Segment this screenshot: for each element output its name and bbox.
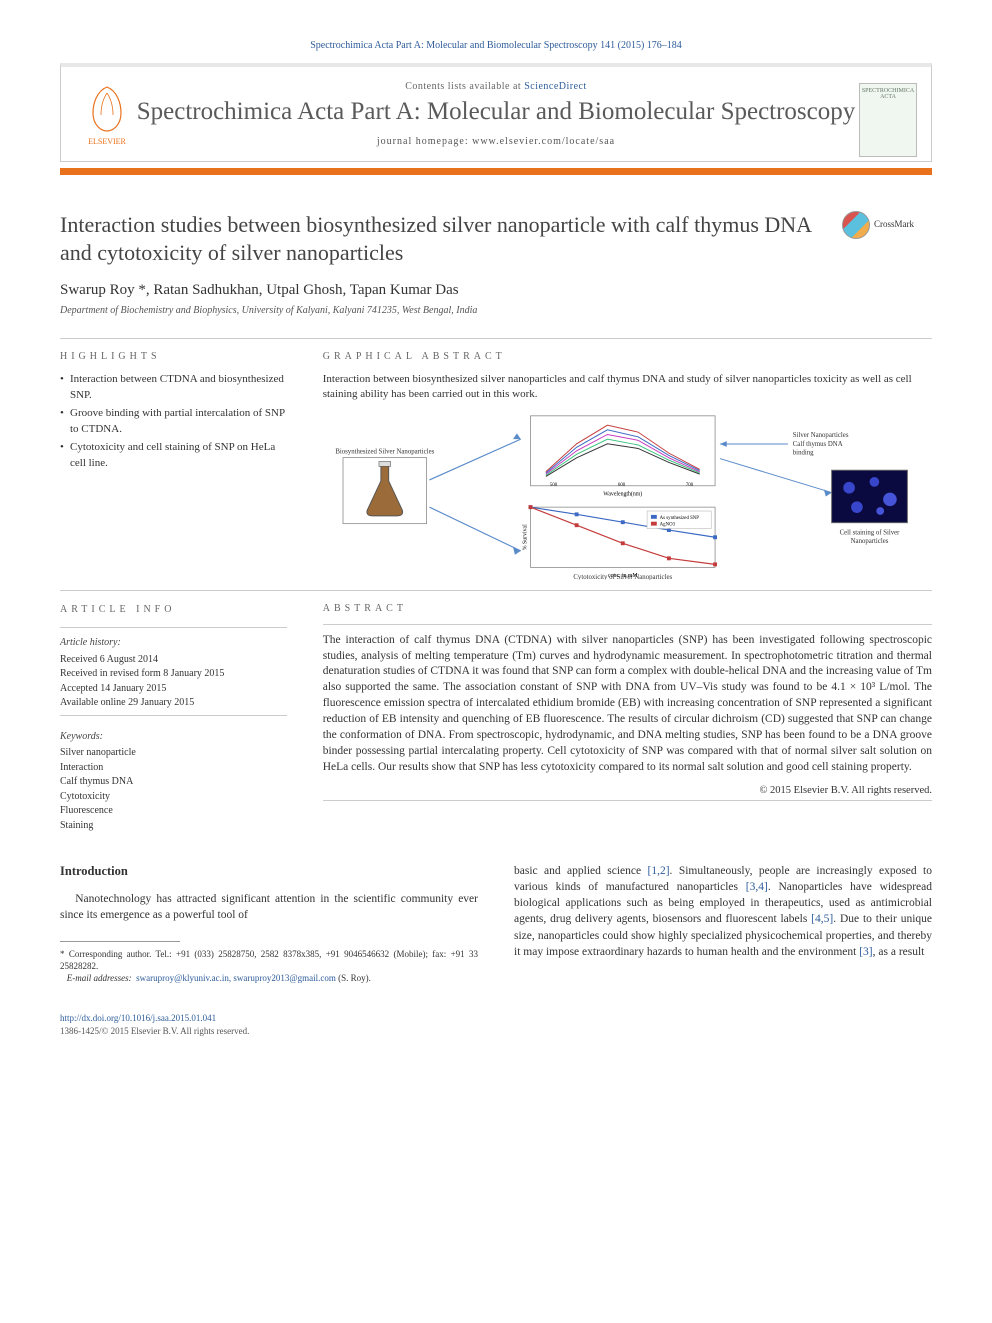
journal-homepage: journal homepage: www.elsevier.com/locat… (79, 136, 913, 147)
intro-heading: Introduction (60, 863, 478, 881)
svg-text:Cytotoxicity of Silver Nanopar: Cytotoxicity of Silver Nanoparticles (573, 574, 672, 580)
svg-text:Cell staining of Silver: Cell staining of Silver (839, 529, 900, 536)
article-info-heading: ARTICLE INFO (60, 603, 287, 618)
intro-paragraph: Nanotechnology has attracted significant… (60, 891, 478, 923)
mini-separator (323, 800, 932, 801)
ga-heading: GRAPHICAL ABSTRACT (323, 351, 932, 362)
doi-link[interactable]: http://dx.doi.org/10.1016/j.saa.2015.01.… (60, 1013, 216, 1023)
article-info-block: ARTICLE INFO Article history: Received 6… (60, 603, 287, 834)
issn-copyright: 1386-1425/© 2015 Elsevier B.V. All right… (60, 1026, 249, 1036)
svg-text:Nanoparticles: Nanoparticles (850, 538, 888, 545)
graphical-abstract-block: GRAPHICAL ABSTRACT Interaction between b… (323, 351, 932, 580)
ga-figure: Biosynthesized Silver Nanoparticles Wave… (323, 410, 932, 580)
mini-separator (60, 627, 287, 628)
author-list: Swarup Roy *, Ratan Sadhukhan, Utpal Gho… (60, 282, 932, 299)
citation-link[interactable]: [4,5] (811, 913, 833, 925)
affiliation: Department of Biochemistry and Biophysic… (60, 305, 932, 316)
history-line: Received 6 August 2014 (60, 653, 287, 668)
mini-separator (60, 715, 287, 716)
abstract-text: The interaction of calf thymus DNA (CTDN… (323, 633, 932, 776)
article-title: Interaction studies between biosynthesiz… (60, 211, 932, 266)
history-line: Available online 29 January 2015 (60, 696, 287, 711)
ga-caption: Interaction between biosynthesized silve… (323, 372, 932, 402)
svg-text:As synthesized SNP: As synthesized SNP (659, 515, 699, 520)
citation-link[interactable]: [1,2] (648, 865, 670, 877)
history-line: Received in revised form 8 January 2015 (60, 667, 287, 682)
body-column-right: basic and applied science [1,2]. Simulta… (514, 863, 932, 1037)
sciencedirect-link[interactable]: ScienceDirect (524, 81, 587, 92)
journal-cover-thumbnail: SPECTROCHIMICA ACTA (859, 83, 917, 157)
abstract-copyright: © 2015 Elsevier B.V. All rights reserved… (323, 785, 932, 796)
keyword: Interaction (60, 761, 287, 776)
highlights-heading: HIGHLIGHTS (60, 351, 287, 362)
abstract-block: ABSTRACT The interaction of calf thymus … (323, 603, 932, 834)
elsevier-logo-text: ELSEVIER (88, 137, 126, 146)
highlight-item: Interaction between CTDNA and biosynthes… (60, 372, 287, 404)
svg-text:AgNO3: AgNO3 (659, 522, 675, 527)
keyword: Fluorescence (60, 804, 287, 819)
contents-list-line: Contents lists available at ScienceDirec… (79, 81, 913, 92)
keywords-label: Keywords: (60, 730, 287, 745)
keyword: Calf thymus DNA (60, 775, 287, 790)
svg-text:600: 600 (618, 482, 626, 487)
body-columns: Introduction Nanotechnology has attracte… (60, 863, 932, 1037)
svg-text:700: 700 (686, 482, 694, 487)
history-label: Article history: (60, 636, 287, 651)
journal-name: Spectrochimica Acta Part A: Molecular an… (79, 98, 913, 126)
crossmark-badge[interactable]: CrossMark (842, 211, 932, 239)
highlight-item: Groove binding with partial intercalatio… (60, 406, 287, 438)
corresponding-author-footnote: * Corresponding author. Tel.: +91 (033) … (60, 948, 478, 972)
keyword: Cytotoxicity (60, 790, 287, 805)
email-footnote: E-mail addresses: swaruproy@klyuniv.ac.i… (60, 972, 478, 984)
highlights-ga-row: HIGHLIGHTS Interaction between CTDNA and… (60, 351, 932, 580)
separator (60, 338, 932, 339)
svg-text:Wavelength(nm): Wavelength(nm) (603, 490, 642, 497)
separator (60, 590, 932, 591)
body-column-left: Introduction Nanotechnology has attracte… (60, 863, 478, 1037)
journal-header-box: ELSEVIER SPECTROCHIMICA ACTA Contents li… (60, 63, 932, 162)
journal-citation: Spectrochimica Acta Part A: Molecular an… (60, 40, 932, 51)
svg-text:500: 500 (550, 482, 558, 487)
keyword: Staining (60, 819, 287, 834)
svg-text:binding: binding (793, 449, 814, 456)
citation-link[interactable]: [3] (859, 946, 872, 958)
doi-block: http://dx.doi.org/10.1016/j.saa.2015.01.… (60, 1012, 478, 1037)
svg-text:Calf thymus DNA: Calf thymus DNA (793, 441, 843, 448)
keyword: Silver nanoparticle (60, 746, 287, 761)
svg-text:Silver Nanoparticles: Silver Nanoparticles (793, 432, 849, 439)
elsevier-logo: ELSEVIER (75, 83, 139, 155)
crossmark-icon (842, 211, 870, 239)
info-abstract-row: ARTICLE INFO Article history: Received 6… (60, 603, 932, 834)
svg-text:% Survival: % Survival (522, 524, 528, 550)
orange-divider-bar (60, 168, 932, 175)
svg-text:Biosynthesized Silver Nanopart: Biosynthesized Silver Nanoparticles (335, 448, 434, 455)
highlight-item: Cytotoxicity and cell staining of SNP on… (60, 440, 287, 472)
mini-separator (323, 624, 932, 625)
footnote-separator (60, 941, 180, 942)
abstract-heading: ABSTRACT (323, 603, 932, 614)
highlights-block: HIGHLIGHTS Interaction between CTDNA and… (60, 351, 287, 580)
citation-link[interactable]: [3,4] (746, 881, 768, 893)
email-link[interactable]: swaruproy@klyuniv.ac.in, swaruproy2013@g… (136, 973, 336, 983)
intro-paragraph-continued: basic and applied science [1,2]. Simulta… (514, 863, 932, 960)
history-line: Accepted 14 January 2015 (60, 682, 287, 697)
